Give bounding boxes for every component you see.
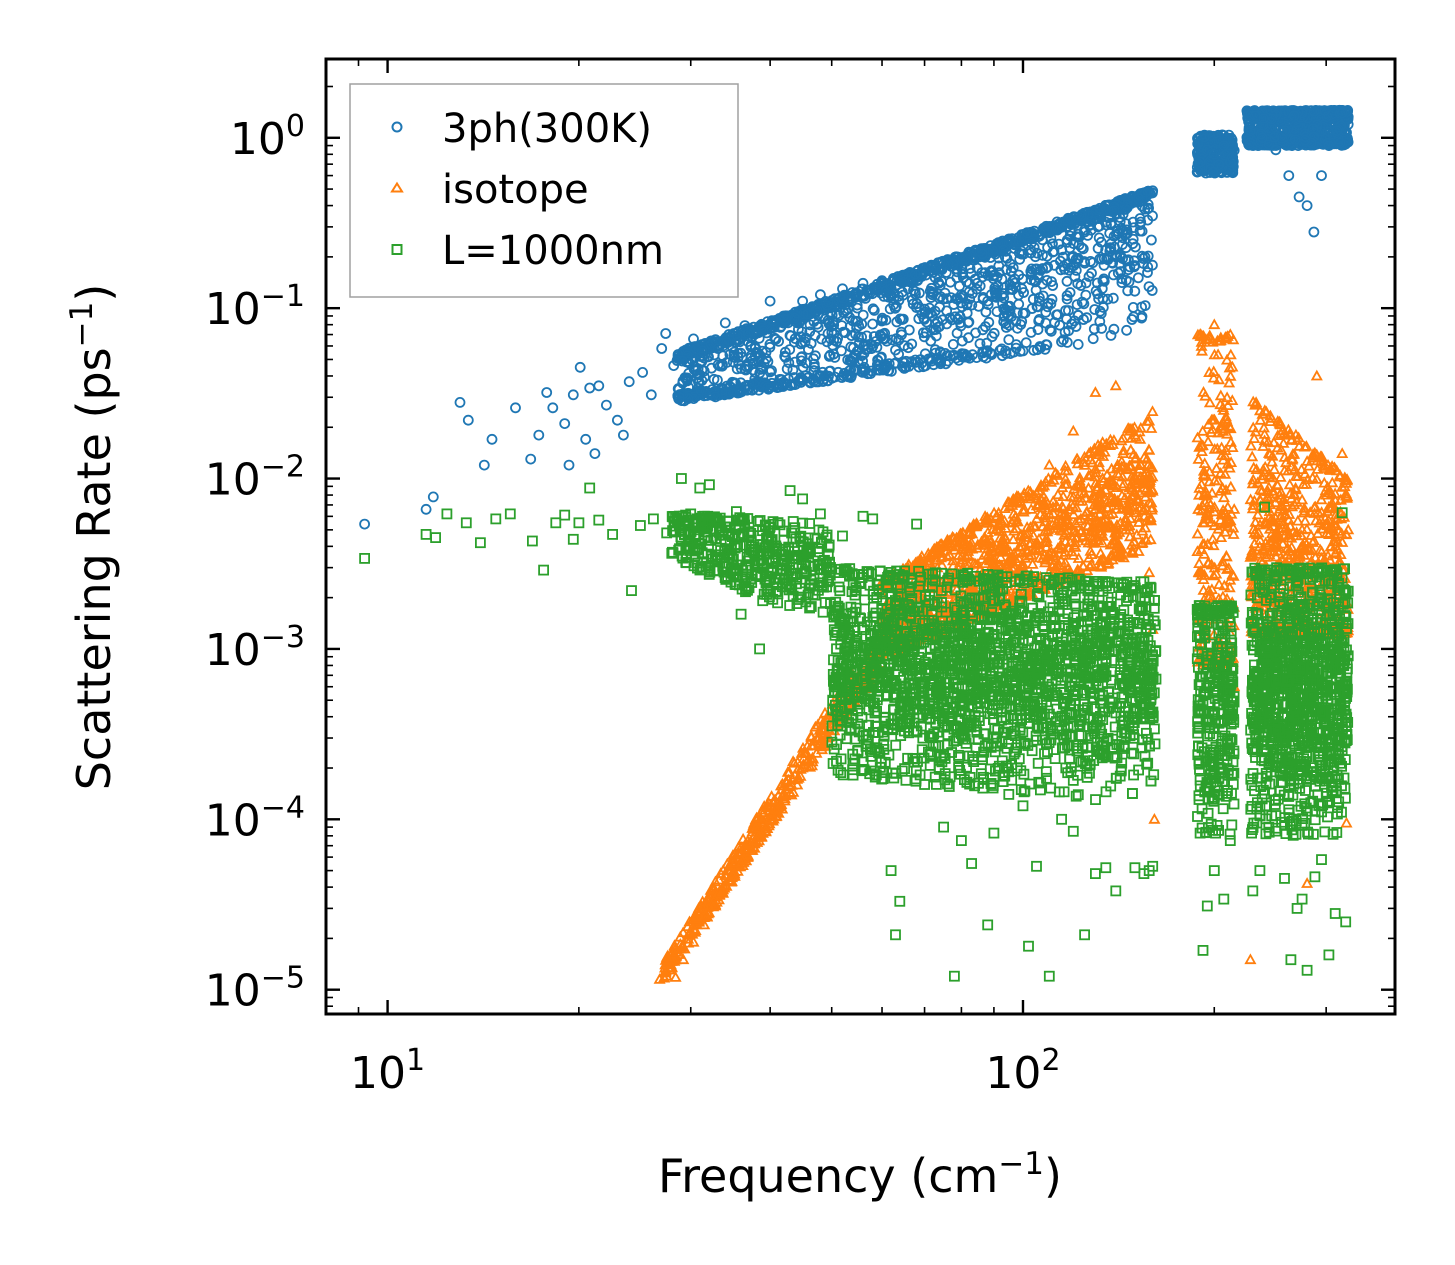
- data-point-3ph: [1077, 243, 1089, 255]
- data-point-3ph: [941, 293, 953, 305]
- data-point-3ph: [1127, 233, 1139, 245]
- data-point-3ph: [1017, 307, 1029, 319]
- data-point-3ph: [977, 271, 988, 283]
- data-point-3ph: [1071, 299, 1083, 311]
- data-point-3ph: [1020, 337, 1032, 349]
- data-point-3ph: [868, 304, 880, 316]
- data-point-3ph: [1124, 261, 1136, 273]
- data-point-3ph: [1070, 264, 1082, 276]
- data-point-3ph: [804, 326, 816, 338]
- data-point-3ph: [1048, 245, 1060, 257]
- data-point-3ph: [997, 298, 1008, 309]
- data-point-3ph: [1000, 321, 1012, 333]
- data-point-3ph: [1069, 271, 1081, 283]
- data-point-3ph: [1072, 338, 1084, 350]
- data-point-3ph: [980, 306, 992, 318]
- data-point-3ph: [908, 284, 919, 296]
- data-point-3ph: [766, 365, 777, 377]
- data-point-3ph: [1108, 323, 1120, 335]
- data-point-3ph: [836, 320, 848, 332]
- data-point-3ph: [914, 287, 925, 299]
- data-point-3ph: [1045, 232, 1057, 244]
- data-point-3ph: [1002, 301, 1014, 312]
- data-point-3ph: [867, 303, 879, 315]
- data-point-3ph: [867, 318, 878, 330]
- data-point-3ph: [860, 339, 872, 351]
- data-point-3ph: [1105, 329, 1117, 341]
- data-point-3ph: [1142, 267, 1153, 278]
- data-point-3ph: [999, 251, 1011, 263]
- data-point-3ph: [906, 338, 918, 350]
- data-point-3ph: [1122, 285, 1134, 297]
- data-point-3ph: [750, 342, 761, 353]
- series-3ph: [359, 104, 1354, 530]
- data-point-3ph: [961, 299, 973, 311]
- data-point-3ph: [1005, 266, 1017, 278]
- data-point-3ph: [1003, 334, 1015, 346]
- data-point-3ph: [749, 367, 761, 378]
- data-point-3ph: [1115, 266, 1127, 277]
- data-point-3ph: [764, 366, 776, 378]
- data-point-3ph: [1058, 334, 1069, 346]
- data-point-3ph: [1025, 326, 1037, 338]
- data-point-3ph: [880, 314, 892, 326]
- series-layer: [359, 104, 1355, 984]
- data-point-3ph: [1121, 324, 1132, 336]
- data-point-3ph: [1061, 275, 1073, 287]
- data-point-3ph: [970, 327, 981, 339]
- data-point-3ph: [1045, 325, 1057, 337]
- data-point-3ph: [1129, 260, 1141, 271]
- data-point-3ph: [1064, 287, 1076, 298]
- data-point-3ph: [706, 362, 717, 374]
- data-point-3ph: [1078, 298, 1090, 310]
- data-point-3ph: [1087, 333, 1099, 345]
- data-point-3ph: [1129, 285, 1141, 297]
- data-point-3ph: [708, 373, 720, 385]
- data-point-3ph: [1134, 219, 1146, 231]
- data-point-3ph: [1146, 234, 1157, 246]
- data-point-3ph: [994, 344, 1006, 356]
- data-point-3ph: [1085, 255, 1096, 267]
- data-point-3ph: [764, 341, 776, 353]
- data-point-3ph: [911, 298, 923, 310]
- data-point-3ph: [1092, 242, 1104, 254]
- plot-area: [359, 104, 1355, 984]
- data-point-3ph: [1052, 309, 1064, 321]
- data-point-3ph: [1132, 272, 1144, 284]
- data-point-3ph: [932, 316, 943, 328]
- data-point-3ph: [1068, 238, 1079, 250]
- data-point-3ph: [930, 330, 942, 342]
- data-point-3ph: [947, 338, 959, 350]
- data-point-3ph: [1054, 319, 1066, 331]
- data-point-3ph: [996, 350, 1008, 362]
- data-point-3ph: [913, 313, 925, 325]
- data-point-3ph: [1107, 292, 1119, 304]
- data-point-3ph: [1086, 267, 1097, 279]
